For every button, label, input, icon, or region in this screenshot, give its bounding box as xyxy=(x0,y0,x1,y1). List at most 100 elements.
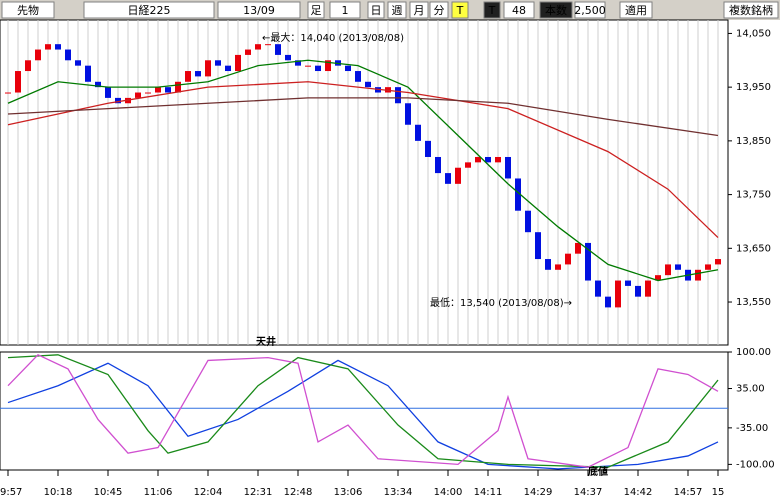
toolbar-button[interactable] xyxy=(217,1,301,19)
x-tick-label: 12:04 xyxy=(194,487,223,498)
toolbar-button[interactable] xyxy=(451,1,469,19)
candle xyxy=(525,210,531,233)
toolbar-label[interactable]: 先物 xyxy=(17,3,39,17)
x-tick-label: 14:29 xyxy=(524,487,553,498)
panel xyxy=(0,351,729,471)
candle xyxy=(405,103,411,125)
candle xyxy=(235,54,241,72)
candle xyxy=(185,71,191,82)
candle xyxy=(395,87,401,104)
candle xyxy=(55,44,61,50)
candle xyxy=(665,264,671,276)
indicator-line xyxy=(7,354,719,468)
candle xyxy=(635,285,641,297)
candle xyxy=(505,156,511,179)
candle xyxy=(85,65,91,82)
candle xyxy=(315,65,321,72)
indicator-line xyxy=(7,81,719,239)
candle xyxy=(615,280,621,308)
toolbar-button[interactable] xyxy=(409,1,429,19)
toolbar-items: 先物 日経225 13/09 足 1 日週月分 T T 48 本数 2,500 適用 複数銘柄 xyxy=(1,1,779,19)
indicator-line xyxy=(7,59,719,282)
toolbar-label[interactable]: 足 xyxy=(311,4,322,17)
x-tick-label: 15 xyxy=(712,487,725,498)
y-tick-label: 13,950 xyxy=(736,82,771,93)
toolbar-label[interactable]: 2,500 xyxy=(574,4,606,17)
candle xyxy=(475,156,481,163)
candle xyxy=(35,49,41,61)
candle xyxy=(265,44,271,46)
candle xyxy=(655,275,661,281)
toolbar-button[interactable] xyxy=(367,1,385,19)
candle xyxy=(585,242,591,281)
candle xyxy=(535,232,541,260)
plots: 13,550 13,650 13,750 13,850 13,950 14,050 ←最大：… xyxy=(0,19,775,498)
candle xyxy=(15,71,21,93)
candle xyxy=(325,60,331,72)
toolbar-label[interactable]: 適用 xyxy=(625,3,647,17)
min-annotation: 最低：13,540 (2013/08/08)→ xyxy=(430,296,572,309)
y-tick-label: 13,850 xyxy=(736,136,771,147)
candle xyxy=(205,60,211,77)
toolbar-label[interactable]: 分 xyxy=(434,4,445,17)
indicator-line xyxy=(7,97,719,137)
candle xyxy=(595,280,601,297)
candle xyxy=(245,49,251,55)
candle xyxy=(495,156,501,163)
toolbar-button[interactable] xyxy=(329,1,361,19)
toolbar-label[interactable]: 日経225 xyxy=(128,4,171,17)
toolbar-button[interactable] xyxy=(619,1,653,19)
toolbar-label[interactable]: 1 xyxy=(342,4,349,17)
toolbar-button[interactable] xyxy=(539,1,573,19)
toolbar-button[interactable] xyxy=(483,1,501,19)
candle xyxy=(565,253,571,265)
candle xyxy=(605,296,611,308)
toolbar-label[interactable]: 13/09 xyxy=(243,4,275,17)
y-tick-label: 100.00 xyxy=(736,347,771,358)
y-tick-label: 14,050 xyxy=(736,28,771,39)
toolbar-button[interactable] xyxy=(83,1,215,19)
x-tick-label: 10:18 xyxy=(44,487,73,498)
toolbar-button[interactable] xyxy=(387,1,407,19)
candle xyxy=(105,87,111,98)
candle xyxy=(195,71,201,77)
y-tick-label: 13,750 xyxy=(736,190,771,201)
bottom-label: 底値 xyxy=(588,465,608,478)
candle xyxy=(545,259,551,270)
candle xyxy=(705,264,711,270)
toolbar-label[interactable]: T xyxy=(456,4,464,17)
panel xyxy=(0,19,729,346)
toolbar-label[interactable]: 日 xyxy=(371,4,382,17)
toolbar-label[interactable]: 48 xyxy=(512,4,526,17)
candle xyxy=(115,97,121,104)
toolbar-button[interactable] xyxy=(503,1,535,19)
candle xyxy=(145,92,151,94)
candle xyxy=(435,156,441,174)
candle xyxy=(165,87,171,93)
toolbar-button[interactable] xyxy=(723,1,779,19)
candle xyxy=(355,71,361,82)
candle xyxy=(485,156,491,163)
y-tick-label: -100.00 xyxy=(736,459,775,470)
toolbar-label[interactable]: 月 xyxy=(414,4,425,17)
x-tick-label: 12:48 xyxy=(284,487,313,498)
candle xyxy=(645,280,651,297)
candle xyxy=(155,87,161,93)
x-tick-label: 14:11 xyxy=(474,487,503,498)
toolbar-label[interactable]: 本数 xyxy=(545,3,567,17)
toolbar-button[interactable] xyxy=(429,1,449,19)
max-annotation: ←最大：14,040 (2013/08/08) xyxy=(262,31,404,44)
y-tick-label: 13,650 xyxy=(736,243,771,254)
candle xyxy=(455,167,461,184)
toolbar-button[interactable] xyxy=(1,1,55,19)
toolbar-button[interactable] xyxy=(307,1,325,19)
toolbar-label[interactable]: 複数銘柄 xyxy=(729,3,773,17)
x-tick-label: 14:00 xyxy=(434,487,463,498)
toolbar-button[interactable] xyxy=(574,1,606,19)
candle xyxy=(715,259,721,265)
toolbar-label[interactable]: 週 xyxy=(392,4,403,17)
toolbar-label[interactable]: T xyxy=(488,4,496,17)
candle xyxy=(285,54,291,61)
